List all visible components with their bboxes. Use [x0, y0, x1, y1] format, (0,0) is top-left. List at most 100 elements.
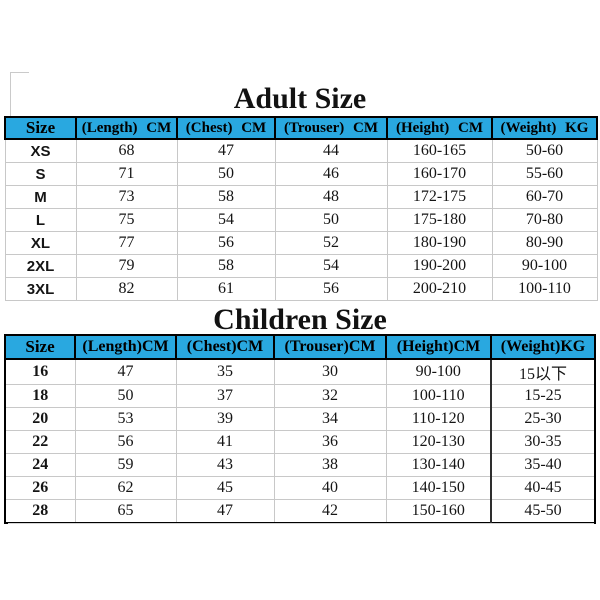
table-row: XS 68 47 44 160-165 50-60 — [4, 138, 598, 163]
value-cell: 160-165 — [386, 138, 493, 163]
size-label-cell: XL — [4, 231, 77, 255]
value-cell: 130-140 — [385, 453, 492, 477]
column-header: (Weight)KG — [490, 334, 596, 360]
children-table-header: Size (Length)CM (Chest)CM (Trouser)CM (Heigh… — [4, 334, 596, 360]
value-cell: 44 — [274, 138, 388, 163]
column-header: (Chest)CM — [175, 334, 275, 360]
value-cell: 65 — [74, 499, 177, 524]
size-label-cell: 18 — [4, 384, 76, 408]
value-cell: 53 — [74, 407, 177, 431]
column-header: Size — [4, 116, 77, 140]
value-cell: 46 — [274, 162, 388, 186]
value-cell: 150-160 — [385, 499, 492, 524]
value-cell: 42 — [273, 499, 387, 524]
value-cell: 39 — [175, 407, 275, 431]
value-cell: 70-80 — [491, 208, 598, 232]
column-header: Size — [4, 334, 76, 360]
value-cell: 54 — [274, 254, 388, 278]
value-cell: 38 — [273, 453, 387, 477]
table-row: S 71 50 46 160-170 55-60 — [4, 162, 598, 186]
value-cell: 41 — [175, 430, 275, 454]
value-cell: 37 — [175, 384, 275, 408]
column-header: (Chest) CM — [176, 116, 276, 140]
value-cell: 52 — [274, 231, 388, 255]
value-cell: 32 — [273, 384, 387, 408]
value-cell: 160-170 — [386, 162, 493, 186]
value-cell: 56 — [274, 277, 388, 301]
value-cell: 47 — [176, 138, 276, 163]
value-cell: 120-130 — [385, 430, 492, 454]
size-label-cell: 22 — [4, 430, 76, 454]
value-cell: 47 — [74, 358, 177, 385]
value-cell: 100-110 — [385, 384, 492, 408]
table-row: 3XL 82 61 56 200-210 100-110 — [4, 277, 598, 301]
column-header: (Length)CM — [74, 334, 177, 360]
table-row: 16 47 35 30 90-100 15以下 — [4, 358, 596, 385]
value-cell: 79 — [75, 254, 178, 278]
table-row: 2XL 79 58 54 190-200 90-100 — [4, 254, 598, 278]
size-label-cell: 16 — [4, 358, 76, 385]
value-cell: 56 — [74, 430, 177, 454]
table-row: 22 56 41 36 120-130 30-35 — [4, 430, 596, 454]
value-cell: 77 — [75, 231, 178, 255]
table-row: L 75 54 50 175-180 70-80 — [4, 208, 598, 232]
value-cell: 40 — [273, 476, 387, 500]
value-cell: 62 — [74, 476, 177, 500]
size-label-cell: XS — [4, 138, 77, 163]
table-row: 20 53 39 34 110-120 25-30 — [4, 407, 596, 431]
value-cell: 73 — [75, 185, 178, 209]
value-cell: 82 — [75, 277, 178, 301]
value-cell: 54 — [176, 208, 276, 232]
size-label-cell: 3XL — [4, 277, 77, 301]
value-cell: 45-50 — [490, 499, 596, 524]
table-row: 28 65 47 42 150-160 45-50 — [4, 499, 596, 524]
stray-line-horizontal — [10, 72, 29, 73]
stray-line-vertical — [10, 72, 11, 117]
column-header: (Height)CM — [385, 334, 492, 360]
value-cell: 45 — [175, 476, 275, 500]
value-cell: 55-60 — [491, 162, 598, 186]
value-cell: 25-30 — [490, 407, 596, 431]
table-row: 24 59 43 38 130-140 35-40 — [4, 453, 596, 477]
value-cell: 172-175 — [386, 185, 493, 209]
size-label-cell: M — [4, 185, 77, 209]
column-header: (Weight) KG — [491, 116, 598, 140]
value-cell: 80-90 — [491, 231, 598, 255]
value-cell: 35-40 — [490, 453, 596, 477]
table-row: XL 77 56 52 180-190 80-90 — [4, 231, 598, 255]
value-cell: 50 — [176, 162, 276, 186]
stray-line-bottom — [8, 523, 594, 524]
value-cell: 48 — [274, 185, 388, 209]
value-cell: 61 — [176, 277, 276, 301]
value-cell: 56 — [176, 231, 276, 255]
value-cell: 34 — [273, 407, 387, 431]
column-header: (Height) CM — [386, 116, 493, 140]
table-row: M 73 58 48 172-175 60-70 — [4, 185, 598, 209]
value-cell: 110-120 — [385, 407, 492, 431]
value-cell: 90-100 — [385, 358, 492, 385]
column-header: (Trouser) CM — [274, 116, 388, 140]
size-label-cell: S — [4, 162, 77, 186]
value-cell: 75 — [75, 208, 178, 232]
value-cell: 58 — [176, 254, 276, 278]
value-cell: 180-190 — [386, 231, 493, 255]
value-cell: 40-45 — [490, 476, 596, 500]
header-row: Size (Length)CM (Chest)CM (Trouser)CM (Heigh… — [4, 334, 596, 360]
value-cell: 58 — [176, 185, 276, 209]
size-label-cell: L — [4, 208, 77, 232]
size-label-cell: 2XL — [4, 254, 77, 278]
value-cell: 190-200 — [386, 254, 493, 278]
adult-size-table: Size (Length) CM (Chest) CM (Trouser) CM (He… — [4, 116, 598, 301]
value-cell: 50 — [74, 384, 177, 408]
value-cell: 36 — [273, 430, 387, 454]
value-cell: 30 — [273, 358, 387, 385]
value-cell: 100-110 — [491, 277, 598, 301]
adult-size-title: Adult Size — [233, 82, 367, 115]
value-cell: 140-150 — [385, 476, 492, 500]
value-cell: 43 — [175, 453, 275, 477]
value-cell: 59 — [74, 453, 177, 477]
column-header: (Trouser)CM — [273, 334, 387, 360]
value-cell: 71 — [75, 162, 178, 186]
size-label-cell: 28 — [4, 499, 76, 524]
